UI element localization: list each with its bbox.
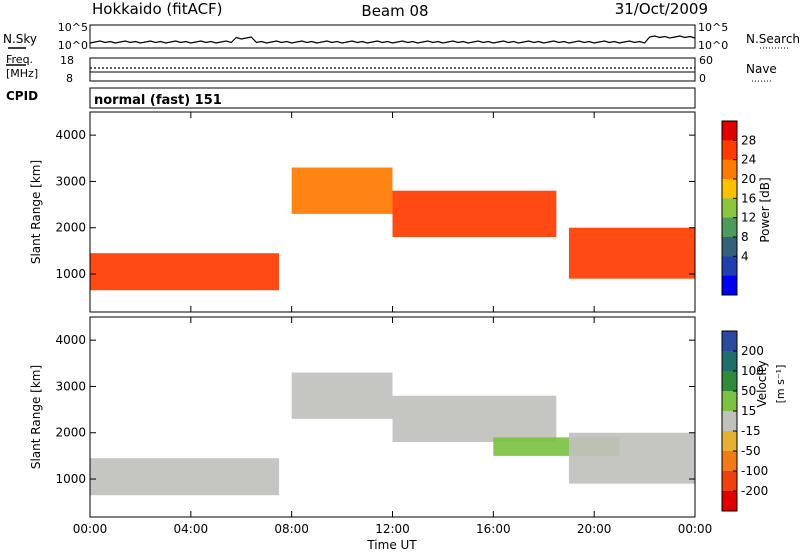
velocity-colorbar-unit: [m s⁻¹] (774, 365, 787, 404)
colorbar-tick-label: 24 (741, 153, 756, 167)
y-tick-label: 1000 (55, 267, 86, 281)
colorbar-tick-label: 8 (741, 230, 749, 244)
colorbar-swatch (722, 121, 737, 141)
echo-band (392, 395, 557, 442)
nave-tick-bottom: 0 (699, 72, 706, 85)
colorbar-swatch (722, 217, 737, 238)
echo-band (90, 253, 280, 291)
freq-panel: Freq. [MHz] 18 8 60 0 Nave (6, 53, 777, 85)
cpid-panel: CPID normal (fast) 151 (6, 87, 696, 109)
colorbar-swatch (722, 275, 737, 296)
x-tick-label: 12:00 (375, 522, 410, 536)
echo-band (392, 190, 557, 237)
freq-unit: [MHz] (6, 67, 38, 80)
colorbar-swatch (722, 331, 737, 352)
colorbar-swatch (722, 371, 737, 392)
power-echoes (90, 167, 695, 291)
y-tick-label: 2000 (55, 426, 86, 440)
colorbar-swatch (722, 471, 737, 492)
nsky-label: N.Sky (3, 32, 37, 46)
freq-tick-bottom: 8 (66, 72, 73, 85)
colorbar-tick-label: -15 (741, 424, 761, 438)
colorbar-swatch (722, 411, 737, 432)
y-tick-label: 4000 (55, 128, 86, 142)
nave-label: Nave (746, 62, 777, 76)
power-panel: 1000 2000 3000 4000 Slant Range [km] (29, 111, 696, 313)
colorbar-swatch (722, 431, 737, 452)
x-tick-label: 00:00 (678, 522, 713, 536)
colorbar-tick-label: -200 (741, 484, 768, 498)
echo-band (568, 432, 695, 484)
power-colorbar: 28 24 20 16 12 8 4 (721, 120, 756, 296)
colorbar-swatch (722, 140, 737, 161)
colorbar-tick-label: 28 (741, 133, 756, 147)
nsearch-tick-top: 10^5 (698, 21, 728, 34)
x-tick-label: 08:00 (274, 522, 309, 536)
date-label: 31/Oct/2009 (615, 0, 708, 18)
cpid-text: normal (fast) 151 (94, 93, 222, 108)
colorbar-frame (721, 120, 738, 296)
velocity-echoes (90, 372, 695, 496)
nsky-frame (89, 24, 696, 49)
echo-band (291, 167, 393, 214)
nsearch-label: N.Search (746, 32, 800, 46)
x-tick-label: 00:00 (73, 522, 108, 536)
velocity-y-ticks: 1000 2000 3000 4000 (55, 333, 695, 486)
velocity-colorbar: 200 100 50 15 -15 -50 -100 -200 (721, 330, 768, 512)
velocity-panel: 1000 2000 3000 4000 Slant Range [km] (29, 316, 696, 518)
y-tick-label: 4000 (55, 333, 86, 347)
colorbar-swatch (722, 159, 737, 180)
freq-label: Freq. (6, 53, 33, 66)
colorbar-tick-label: 20 (741, 172, 756, 186)
power-y-ticks: 1000 2000 3000 4000 (55, 128, 695, 281)
colorbar-swatch (722, 198, 737, 219)
y-tick-label: 3000 (55, 379, 86, 393)
colorbar-tick-label: 12 (741, 211, 756, 225)
nsky-panel: N.Sky 10^5 10^0 10^5 10^0 N.Search (3, 21, 800, 52)
colorbar-swatch (722, 391, 737, 412)
colorbar-tick-label: 100 (741, 364, 764, 378)
colorbar-tick-label: 15 (741, 404, 756, 418)
colorbar-tick-label: 16 (741, 191, 756, 205)
x-tick-label: 16:00 (476, 522, 511, 536)
cpid-frame (89, 87, 696, 109)
y-tick-label: 3000 (55, 174, 86, 188)
power-y-label: Slant Range [km] (29, 160, 43, 264)
nsky-trace (89, 35, 696, 44)
colorbar-swatch (722, 351, 737, 372)
beam-label: Beam 08 (361, 2, 428, 20)
colorbar-tick-label: -100 (741, 464, 768, 478)
velocity-y-label: Slant Range [km] (29, 365, 43, 469)
colorbar-tick-label: 200 (741, 344, 764, 358)
colorbar-swatch (722, 179, 737, 199)
nave-tick-top: 60 (699, 54, 713, 67)
echo-band (90, 458, 280, 496)
colorbar-swatch (722, 237, 737, 257)
station-title: Hokkaido (fitACF) (92, 0, 223, 18)
colorbar-tick-label: 4 (741, 249, 749, 263)
power-colorbar-label: Power [dB] (758, 177, 772, 242)
colorbar-tick-label: -50 (741, 444, 761, 458)
colorbar-frame (721, 330, 738, 512)
nsky-tick-top: 10^5 (58, 21, 88, 34)
x-axis-label: Time UT (366, 538, 417, 552)
y-tick-label: 1000 (55, 472, 86, 486)
echo-band (291, 372, 393, 419)
freq-tick-top: 18 (60, 54, 74, 67)
freq-frame (89, 57, 696, 82)
nsky-tick-bottom: 10^0 (58, 39, 88, 52)
x-tick-label: 04:00 (174, 522, 209, 536)
nsearch-tick-bottom: 10^0 (698, 39, 728, 52)
echo-band (568, 227, 695, 279)
x-tick-label: 20:00 (577, 522, 612, 536)
colorbar-swatch (722, 491, 737, 512)
velocity-colorbar-label: Velocity (755, 360, 769, 407)
colorbar-tick-label: 50 (741, 384, 756, 398)
colorbar-swatch (722, 256, 737, 277)
colorbar-swatch (722, 451, 737, 472)
y-tick-label: 2000 (55, 221, 86, 235)
x-axis: 00:00 04:00 08:00 12:00 16:00 20:00 00:00 (73, 112, 713, 536)
cpid-label: CPID (6, 89, 38, 103)
